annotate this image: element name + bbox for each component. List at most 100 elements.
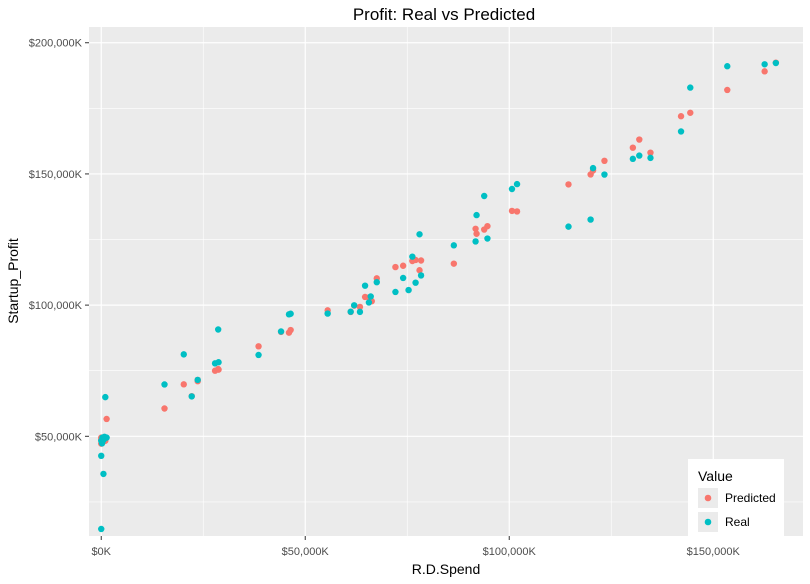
point-real (180, 351, 187, 358)
point-real (255, 351, 262, 359)
legend-label-real: Real (725, 515, 750, 529)
y-axis-title: Startup_Profit (5, 238, 21, 324)
x-tick-label: $50,000K (282, 546, 330, 558)
point-real (772, 59, 780, 67)
point-predicted (161, 405, 168, 412)
point-real (102, 393, 109, 401)
point-real (347, 308, 354, 315)
point-real (724, 63, 731, 70)
point-predicted (761, 68, 768, 75)
point-predicted (356, 303, 364, 311)
point-predicted (416, 267, 423, 274)
point-real (629, 155, 637, 163)
point-predicted (361, 293, 369, 301)
point-predicted (214, 365, 222, 373)
point-real (416, 231, 423, 238)
point-real (409, 253, 416, 260)
point-predicted (677, 113, 685, 120)
point-predicted (647, 149, 654, 156)
point-real (636, 152, 643, 159)
point-real (365, 299, 373, 306)
point-predicted (629, 144, 637, 151)
point-real (356, 308, 364, 316)
legend-title: Value (698, 468, 733, 484)
point-real (373, 278, 380, 286)
point-predicted (724, 86, 731, 94)
point-real (484, 235, 491, 242)
point-real (367, 293, 374, 300)
point-real (392, 288, 399, 296)
data-points (98, 59, 780, 533)
point-predicted (255, 343, 262, 350)
point-real (481, 192, 488, 200)
point-real (214, 326, 222, 333)
x-tick-label: $100,000K (483, 546, 537, 558)
point-predicted (587, 171, 594, 178)
point-real (188, 393, 195, 400)
point-predicted (103, 415, 110, 423)
minor-grid (89, 27, 803, 536)
point-predicted (508, 207, 516, 215)
chart-title: Profit: Real vs Predicted (353, 5, 535, 24)
point-real (194, 376, 201, 384)
point-real (473, 211, 480, 219)
point-real (677, 128, 685, 135)
legend: Value Predicted Real (688, 459, 784, 543)
point-predicted (409, 257, 416, 265)
point-predicted (687, 109, 694, 116)
point-real (513, 180, 521, 188)
y-axis: $50,000K $100,000K $150,000K $200,000K (29, 38, 89, 443)
point-real (687, 84, 694, 91)
point-real (601, 171, 608, 178)
plot-panel (89, 27, 803, 536)
point-real (647, 154, 654, 162)
point-real (161, 381, 168, 388)
point-predicted (417, 257, 425, 264)
y-tick-label: $150,000K (29, 169, 83, 181)
point-real (211, 360, 219, 367)
point-predicted (287, 326, 294, 334)
point-real (405, 286, 412, 294)
x-axis: $0K $50,000K $100,000K $150,000K (91, 536, 741, 558)
point-real (417, 272, 425, 279)
point-real (98, 440, 106, 447)
point-predicted (472, 225, 479, 232)
x-tick-label: $0K (91, 546, 111, 558)
y-tick-label: $200,000K (29, 38, 83, 50)
point-predicted (636, 136, 643, 143)
point-predicted (513, 208, 521, 215)
point-real (450, 242, 458, 249)
y-tick-label: $50,000K (35, 431, 83, 443)
point-predicted (399, 262, 407, 269)
point-real (98, 452, 105, 460)
point-real (587, 216, 594, 223)
x-axis-title: R.D.Spend (412, 561, 480, 577)
point-real (361, 282, 369, 289)
point-predicted (392, 263, 399, 271)
major-grid (89, 27, 803, 536)
point-real (350, 302, 358, 309)
legend-key-predicted (704, 494, 712, 502)
point-real (100, 470, 107, 478)
point-real (412, 279, 419, 286)
point-predicted (565, 181, 572, 188)
point-real (98, 525, 105, 533)
point-real (508, 185, 516, 193)
point-real (285, 311, 293, 318)
point-real (565, 223, 572, 230)
x-tick-label: $150,000K (687, 546, 741, 558)
y-tick-label: $100,000K (29, 300, 83, 312)
point-predicted (450, 260, 458, 267)
point-predicted (481, 226, 488, 233)
point-real (324, 310, 331, 317)
point-real (472, 238, 479, 245)
point-real (589, 164, 597, 172)
point-real (399, 274, 407, 282)
point-real (761, 61, 768, 68)
legend-label-predicted: Predicted (725, 491, 776, 505)
point-predicted (180, 381, 187, 388)
point-predicted (601, 157, 608, 165)
legend-key-real (704, 518, 712, 526)
point-real (277, 328, 285, 335)
